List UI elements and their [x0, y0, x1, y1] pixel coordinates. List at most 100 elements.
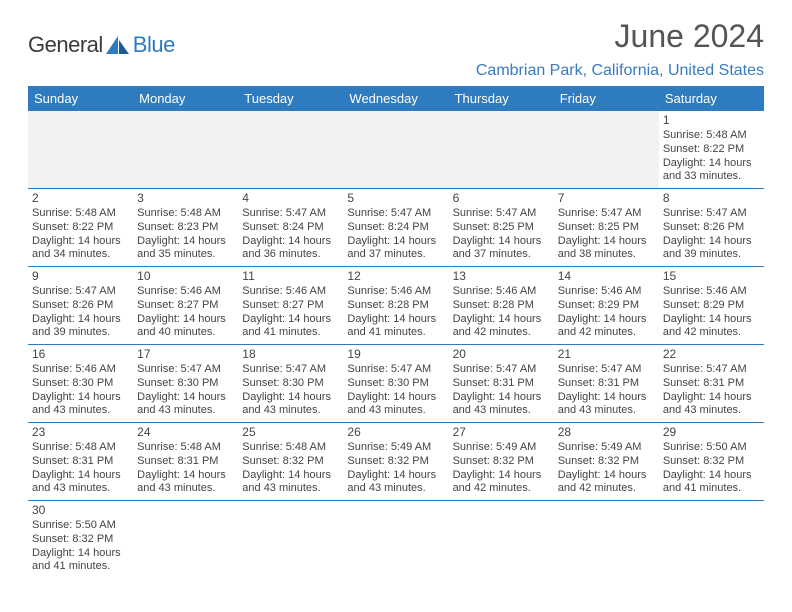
day-detail: Sunrise: 5:48 AM: [137, 207, 234, 221]
day-detail: and 33 minutes.: [663, 170, 760, 184]
day-detail: and 43 minutes.: [663, 404, 760, 418]
calendar-table: SundayMondayTuesdayWednesdayThursdayFrid…: [28, 86, 764, 578]
day-detail: and 42 minutes.: [663, 326, 760, 340]
day-detail: and 34 minutes.: [32, 248, 129, 262]
day-detail: Sunrise: 5:47 AM: [32, 285, 129, 299]
day-detail: Sunrise: 5:48 AM: [137, 441, 234, 455]
day-detail: Daylight: 14 hours: [137, 469, 234, 483]
day-number: 28: [558, 425, 655, 440]
day-detail: and 43 minutes.: [347, 482, 444, 496]
day-detail: Sunrise: 5:48 AM: [242, 441, 339, 455]
day-detail: Sunset: 8:24 PM: [347, 221, 444, 235]
day-detail: and 42 minutes.: [453, 482, 550, 496]
day-detail: Sunrise: 5:47 AM: [453, 363, 550, 377]
day-number: 18: [242, 347, 339, 362]
day-number: 15: [663, 269, 760, 284]
calendar-cell: 9Sunrise: 5:47 AMSunset: 8:26 PMDaylight…: [28, 267, 133, 345]
day-detail: Sunset: 8:25 PM: [453, 221, 550, 235]
day-detail: Sunset: 8:29 PM: [558, 299, 655, 313]
day-detail: Sunset: 8:27 PM: [242, 299, 339, 313]
day-detail: Sunset: 8:23 PM: [137, 221, 234, 235]
day-detail: Sunset: 8:26 PM: [663, 221, 760, 235]
day-detail: Daylight: 14 hours: [242, 391, 339, 405]
weekday-header: Tuesday: [238, 86, 343, 111]
day-detail: Sunrise: 5:46 AM: [32, 363, 129, 377]
day-number: 9: [32, 269, 129, 284]
calendar-cell: [554, 501, 659, 579]
day-number: 10: [137, 269, 234, 284]
calendar-cell: [554, 111, 659, 189]
day-detail: and 43 minutes.: [32, 404, 129, 418]
day-detail: Sunset: 8:22 PM: [32, 221, 129, 235]
calendar-cell: 20Sunrise: 5:47 AMSunset: 8:31 PMDayligh…: [449, 345, 554, 423]
day-number: 6: [453, 191, 550, 206]
day-detail: Sunset: 8:30 PM: [347, 377, 444, 391]
day-number: 4: [242, 191, 339, 206]
calendar-cell: 24Sunrise: 5:48 AMSunset: 8:31 PMDayligh…: [133, 423, 238, 501]
calendar-cell: 14Sunrise: 5:46 AMSunset: 8:29 PMDayligh…: [554, 267, 659, 345]
day-detail: Daylight: 14 hours: [137, 313, 234, 327]
day-detail: Daylight: 14 hours: [663, 157, 760, 171]
calendar-cell: [659, 501, 764, 579]
day-detail: Sunrise: 5:47 AM: [347, 207, 444, 221]
calendar-cell: 26Sunrise: 5:49 AMSunset: 8:32 PMDayligh…: [343, 423, 448, 501]
day-detail: and 43 minutes.: [347, 404, 444, 418]
calendar-cell: 19Sunrise: 5:47 AMSunset: 8:30 PMDayligh…: [343, 345, 448, 423]
calendar-cell: 28Sunrise: 5:49 AMSunset: 8:32 PMDayligh…: [554, 423, 659, 501]
day-detail: and 41 minutes.: [32, 560, 129, 574]
calendar-cell: [28, 111, 133, 189]
day-detail: and 38 minutes.: [558, 248, 655, 262]
day-detail: and 41 minutes.: [347, 326, 444, 340]
day-detail: and 43 minutes.: [453, 404, 550, 418]
day-detail: Sunset: 8:29 PM: [663, 299, 760, 313]
day-detail: and 39 minutes.: [32, 326, 129, 340]
calendar-cell: 29Sunrise: 5:50 AMSunset: 8:32 PMDayligh…: [659, 423, 764, 501]
day-detail: Sunset: 8:27 PM: [137, 299, 234, 313]
day-detail: Sunrise: 5:46 AM: [558, 285, 655, 299]
day-detail: Sunset: 8:28 PM: [453, 299, 550, 313]
day-detail: Sunrise: 5:47 AM: [663, 363, 760, 377]
day-detail: Sunset: 8:31 PM: [558, 377, 655, 391]
weekday-header: Sunday: [28, 86, 133, 111]
day-number: 23: [32, 425, 129, 440]
calendar-cell: [449, 501, 554, 579]
day-number: 30: [32, 503, 129, 518]
day-detail: Daylight: 14 hours: [663, 391, 760, 405]
day-detail: Sunrise: 5:49 AM: [558, 441, 655, 455]
day-detail: and 42 minutes.: [558, 482, 655, 496]
day-detail: and 37 minutes.: [347, 248, 444, 262]
day-detail: Daylight: 14 hours: [558, 469, 655, 483]
day-detail: Daylight: 14 hours: [32, 469, 129, 483]
calendar-cell: 13Sunrise: 5:46 AMSunset: 8:28 PMDayligh…: [449, 267, 554, 345]
day-detail: and 43 minutes.: [137, 482, 234, 496]
day-detail: Sunrise: 5:49 AM: [453, 441, 550, 455]
calendar-cell: 16Sunrise: 5:46 AMSunset: 8:30 PMDayligh…: [28, 345, 133, 423]
day-detail: Sunset: 8:31 PM: [663, 377, 760, 391]
day-detail: Sunrise: 5:46 AM: [242, 285, 339, 299]
day-detail: Sunset: 8:31 PM: [32, 455, 129, 469]
day-detail: Daylight: 14 hours: [242, 235, 339, 249]
day-detail: and 43 minutes.: [242, 404, 339, 418]
calendar-cell: [238, 501, 343, 579]
day-detail: Sunset: 8:30 PM: [242, 377, 339, 391]
calendar-cell: 15Sunrise: 5:46 AMSunset: 8:29 PMDayligh…: [659, 267, 764, 345]
day-detail: and 40 minutes.: [137, 326, 234, 340]
calendar-cell: 22Sunrise: 5:47 AMSunset: 8:31 PMDayligh…: [659, 345, 764, 423]
calendar-cell: 21Sunrise: 5:47 AMSunset: 8:31 PMDayligh…: [554, 345, 659, 423]
calendar-cell: [449, 111, 554, 189]
day-number: 12: [347, 269, 444, 284]
day-detail: Sunset: 8:32 PM: [453, 455, 550, 469]
weekday-header: Saturday: [659, 86, 764, 111]
day-detail: Sunset: 8:30 PM: [32, 377, 129, 391]
day-detail: Daylight: 14 hours: [453, 313, 550, 327]
day-detail: Sunrise: 5:47 AM: [663, 207, 760, 221]
day-detail: Daylight: 14 hours: [137, 391, 234, 405]
day-detail: Daylight: 14 hours: [32, 547, 129, 561]
day-detail: Sunset: 8:32 PM: [347, 455, 444, 469]
day-detail: Sunset: 8:24 PM: [242, 221, 339, 235]
day-detail: Daylight: 14 hours: [558, 313, 655, 327]
day-detail: Sunrise: 5:50 AM: [32, 519, 129, 533]
calendar-cell: [238, 111, 343, 189]
day-number: 17: [137, 347, 234, 362]
day-number: 14: [558, 269, 655, 284]
